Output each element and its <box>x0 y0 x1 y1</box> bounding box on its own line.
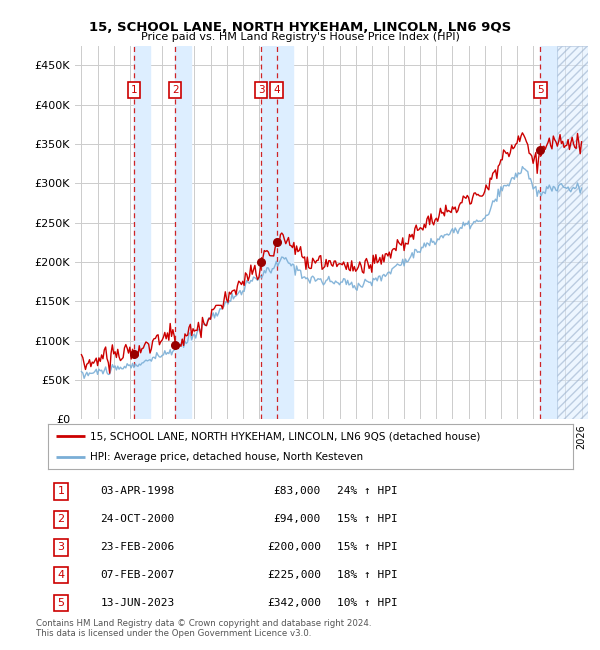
Text: HPI: Average price, detached house, North Kesteven: HPI: Average price, detached house, Nort… <box>90 452 363 462</box>
Text: £200,000: £200,000 <box>267 542 321 552</box>
Text: 4: 4 <box>274 85 280 96</box>
Text: 18% ↑ HPI: 18% ↑ HPI <box>337 570 398 580</box>
Text: This data is licensed under the Open Government Licence v3.0.: This data is licensed under the Open Gov… <box>36 629 311 638</box>
Text: £94,000: £94,000 <box>274 514 321 524</box>
Bar <box>277 46 293 419</box>
Bar <box>134 46 150 419</box>
Text: 15% ↑ HPI: 15% ↑ HPI <box>337 514 398 524</box>
Text: 24% ↑ HPI: 24% ↑ HPI <box>337 486 398 496</box>
Bar <box>557 46 588 419</box>
Text: 03-APR-1998: 03-APR-1998 <box>101 486 175 496</box>
Bar <box>541 46 557 419</box>
Text: 24-OCT-2000: 24-OCT-2000 <box>101 514 175 524</box>
Text: 3: 3 <box>258 85 265 96</box>
Text: 13-JUN-2023: 13-JUN-2023 <box>101 598 175 608</box>
Text: 15, SCHOOL LANE, NORTH HYKEHAM, LINCOLN, LN6 9QS: 15, SCHOOL LANE, NORTH HYKEHAM, LINCOLN,… <box>89 21 511 34</box>
Text: £83,000: £83,000 <box>274 486 321 496</box>
Text: £225,000: £225,000 <box>267 570 321 580</box>
Text: 1: 1 <box>58 486 65 496</box>
Text: Price paid vs. HM Land Registry's House Price Index (HPI): Price paid vs. HM Land Registry's House … <box>140 32 460 42</box>
Text: £342,000: £342,000 <box>267 598 321 608</box>
Text: 07-FEB-2007: 07-FEB-2007 <box>101 570 175 580</box>
Bar <box>557 46 588 419</box>
Text: 15, SCHOOL LANE, NORTH HYKEHAM, LINCOLN, LN6 9QS (detached house): 15, SCHOOL LANE, NORTH HYKEHAM, LINCOLN,… <box>90 431 481 441</box>
Text: 4: 4 <box>58 570 65 580</box>
Text: 2: 2 <box>172 85 178 96</box>
Bar <box>175 46 191 419</box>
Bar <box>261 46 277 419</box>
Text: 2: 2 <box>58 514 65 524</box>
Text: 10% ↑ HPI: 10% ↑ HPI <box>337 598 398 608</box>
Text: 3: 3 <box>58 542 65 552</box>
Text: 5: 5 <box>58 598 65 608</box>
Text: Contains HM Land Registry data © Crown copyright and database right 2024.: Contains HM Land Registry data © Crown c… <box>36 619 371 628</box>
Text: 15% ↑ HPI: 15% ↑ HPI <box>337 542 398 552</box>
Text: 5: 5 <box>537 85 544 96</box>
Text: 1: 1 <box>131 85 137 96</box>
Text: 23-FEB-2006: 23-FEB-2006 <box>101 542 175 552</box>
